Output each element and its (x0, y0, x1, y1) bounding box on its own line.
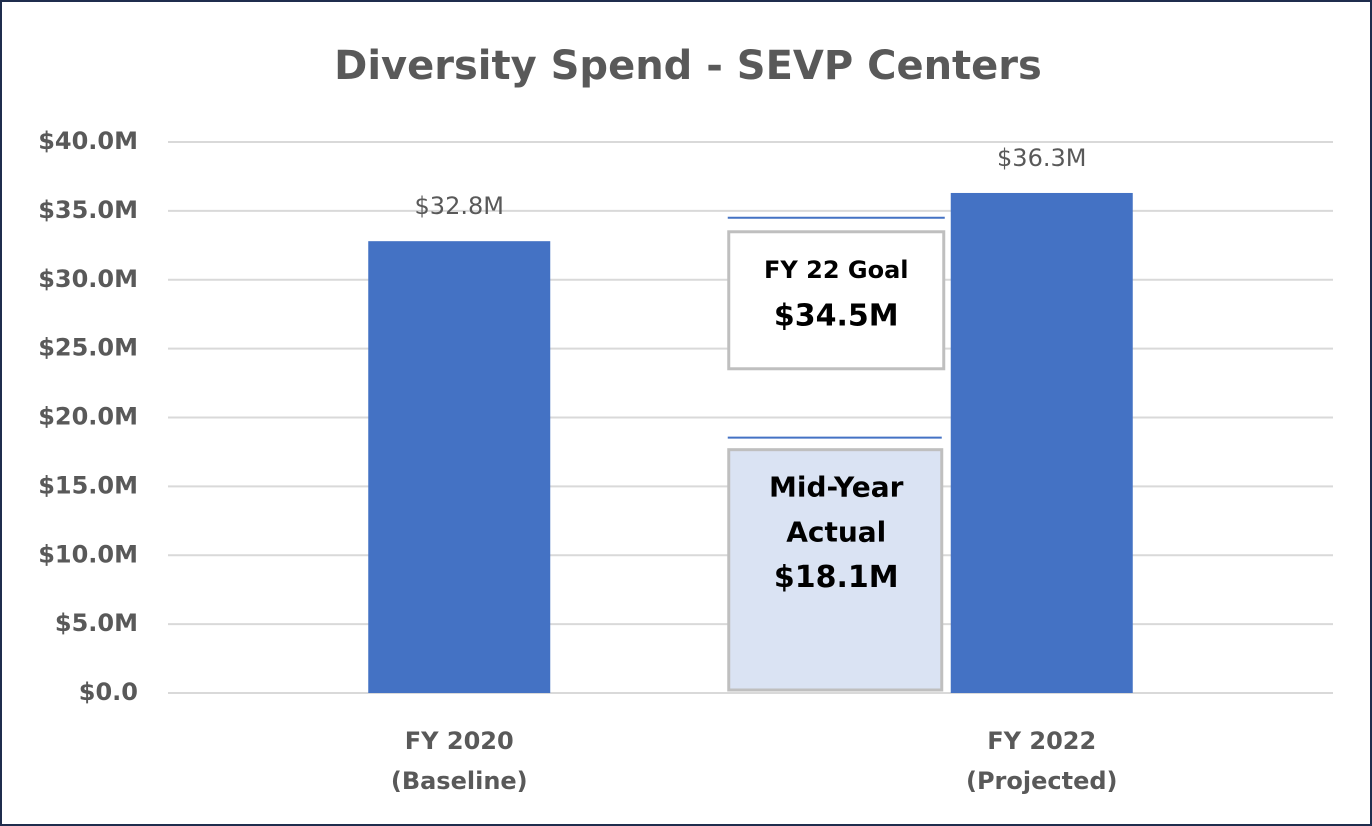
y-tick-label: $0.0 (79, 678, 138, 706)
mid-year-value: $18.1M (774, 560, 899, 595)
x-tick-label: (Baseline) (391, 767, 528, 795)
bar (950, 192, 1133, 693)
y-tick-label: $40.0M (38, 127, 138, 155)
x-tick-label: (Projected) (966, 767, 1118, 795)
x-tick-label: FY 2020 (405, 727, 514, 755)
mid-year-text: Actual (786, 516, 886, 549)
value-label: $36.3M (997, 144, 1086, 172)
y-tick-label: $10.0M (38, 540, 138, 568)
goal-box (727, 230, 946, 371)
goal-value: $34.5M (774, 298, 899, 333)
mid-year-text: Mid-Year (769, 471, 904, 504)
y-tick-label: $15.0M (38, 471, 138, 499)
chart-title: Diversity Spend - SEVP Centers (334, 43, 1042, 89)
y-tick-label: $30.0M (38, 265, 138, 293)
x-tick-label: FY 2022 (987, 727, 1096, 755)
y-tick-label: $25.0M (38, 334, 138, 362)
goal-text: FY 22 Goal (764, 256, 909, 284)
y-tick-label: $35.0M (38, 196, 138, 224)
y-tick-label: $20.0M (38, 403, 138, 431)
y-tick-label: $5.0M (55, 609, 138, 637)
mid-year-bar (727, 448, 944, 692)
value-label: $32.8M (415, 192, 504, 220)
bar (368, 241, 551, 693)
